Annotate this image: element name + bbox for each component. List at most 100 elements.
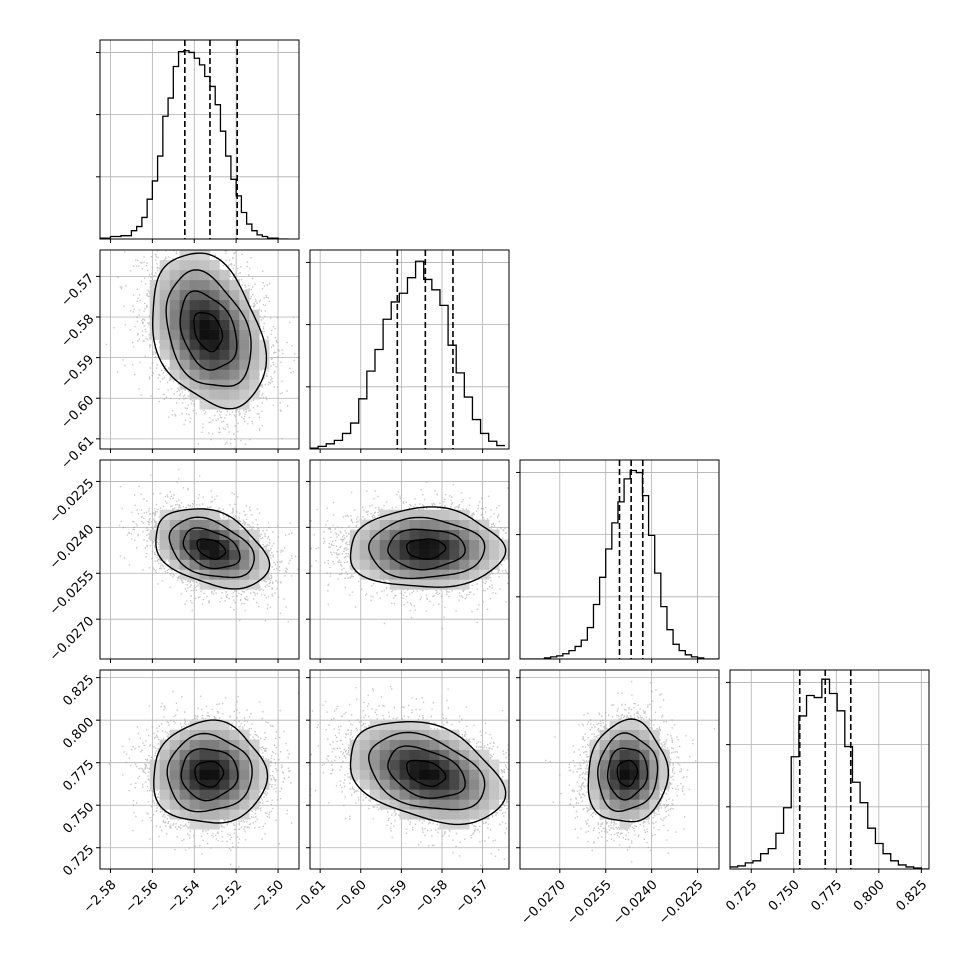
density-cell <box>189 759 200 770</box>
density-cell <box>189 789 200 800</box>
density-cell <box>419 809 430 820</box>
density-cell <box>449 579 460 590</box>
density-cell <box>449 549 460 560</box>
density-cell <box>489 769 500 780</box>
density-cell <box>379 509 390 520</box>
density-cell <box>189 289 200 301</box>
density-cell <box>209 389 220 400</box>
density-cell <box>399 539 410 550</box>
density-cell <box>219 379 230 390</box>
y-tick-label: −0.61 <box>59 434 98 473</box>
density-cell <box>589 779 600 790</box>
density-cell <box>159 349 170 360</box>
density-cell <box>239 339 250 350</box>
density-cell <box>239 379 250 390</box>
density-cell <box>179 289 190 301</box>
density-cell <box>209 349 220 360</box>
density-cell <box>199 559 210 570</box>
density-cell <box>229 389 240 400</box>
density-cell <box>229 369 240 380</box>
density-cell <box>189 339 200 350</box>
histogram-panel-0 <box>96 39 300 243</box>
panel-frame <box>729 669 930 870</box>
density-cell <box>439 759 450 770</box>
density-cell <box>439 789 450 800</box>
density-cell <box>159 529 170 540</box>
density-cell <box>219 759 230 770</box>
density-cell <box>249 349 260 360</box>
density-cell <box>199 719 210 730</box>
density-cell <box>409 559 420 570</box>
density-cell <box>349 749 361 760</box>
density-cell <box>639 789 650 800</box>
density-cell <box>219 289 230 301</box>
density-cell <box>629 769 640 780</box>
x-tick-label: −2.54 <box>165 877 204 916</box>
density-cell <box>219 719 230 730</box>
density-cell <box>239 789 250 800</box>
density-cell <box>169 299 180 310</box>
density-cell <box>209 369 220 380</box>
density-cell <box>189 279 200 291</box>
density-cell <box>229 399 240 410</box>
density-cell <box>389 719 400 730</box>
density-cell <box>179 729 190 740</box>
density-cell <box>409 749 420 760</box>
density-cell <box>209 509 220 520</box>
y-tick-label: −0.57 <box>59 271 98 310</box>
density-cell <box>609 759 620 770</box>
density-cell <box>179 749 190 760</box>
density-cell <box>189 259 200 271</box>
density-cell <box>629 719 640 730</box>
density-cell <box>239 779 250 790</box>
density-cell <box>209 809 220 820</box>
y-tick-label: −0.58 <box>59 312 98 351</box>
contour-line <box>349 721 507 826</box>
scatter-panel-3-1: −0.61 −0.60 −0.59 −0.58 −0.57 <box>290 669 510 916</box>
density-cell <box>619 719 630 730</box>
density-cell <box>389 529 400 540</box>
contour-line <box>616 759 639 787</box>
density-cell <box>169 779 180 790</box>
density-cell <box>179 739 190 750</box>
density-cell <box>169 799 180 810</box>
density-cell <box>259 559 270 570</box>
density-cell <box>189 779 200 790</box>
contour-line <box>182 527 241 570</box>
density-cell <box>149 309 160 320</box>
density-cell <box>439 749 450 760</box>
density-cell <box>199 769 210 780</box>
density-cell <box>199 389 210 400</box>
density-cell <box>389 509 400 520</box>
density-cell <box>239 299 250 310</box>
x-tick-label: 0.725 <box>723 877 760 914</box>
density-cell <box>399 749 410 760</box>
density-cell <box>149 279 160 291</box>
density-cell <box>459 789 470 800</box>
density-cell <box>249 739 260 750</box>
density-cell <box>599 729 610 740</box>
density-cell <box>419 719 430 730</box>
density-cell <box>409 759 420 770</box>
x-tick-label: 0.800 <box>851 877 888 914</box>
density-cell <box>489 789 500 800</box>
density-cell <box>439 529 450 540</box>
density-cell <box>449 799 460 810</box>
y-tick-label: −0.0225 <box>47 476 97 526</box>
density-cell <box>159 779 170 790</box>
density-cell <box>219 279 230 291</box>
density-cell <box>189 299 200 310</box>
density-cell <box>639 759 650 770</box>
density-cell <box>159 309 170 320</box>
density-cell <box>599 809 610 820</box>
density-cell <box>159 799 170 810</box>
density-cell <box>589 799 600 810</box>
y-tick-label: −0.59 <box>59 352 98 391</box>
density-cell <box>209 749 220 760</box>
x-tick-label: −2.52 <box>206 877 245 916</box>
density-cell <box>239 799 250 810</box>
density-cell <box>179 539 190 550</box>
density-cell <box>219 729 230 740</box>
density-cell <box>589 759 600 770</box>
